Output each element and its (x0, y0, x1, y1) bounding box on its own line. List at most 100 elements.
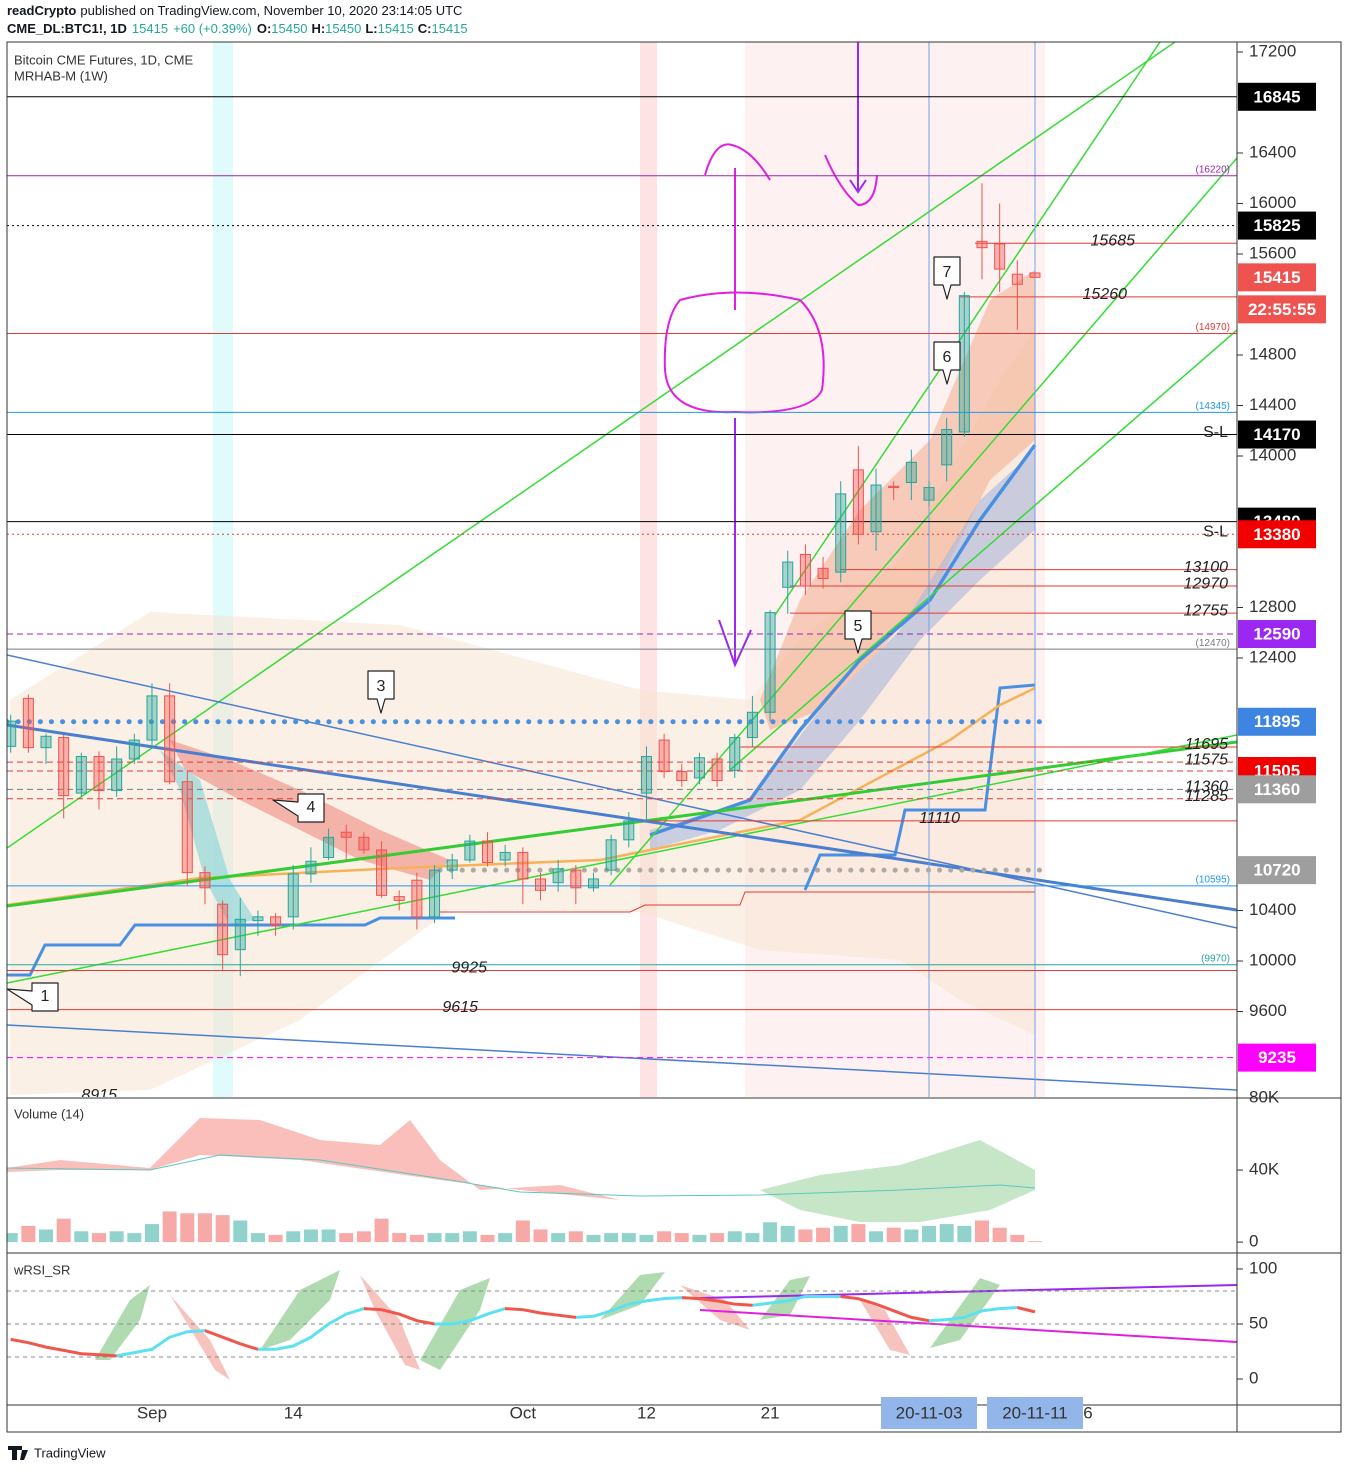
trend-line (7, 42, 1176, 849)
volume-bar (215, 1215, 230, 1243)
candle-body (270, 916, 282, 927)
volume-bar (780, 1225, 795, 1243)
volume-bar (409, 1234, 424, 1243)
candle-body (782, 561, 794, 588)
ohlc-label: C: (418, 21, 432, 36)
candle-body (146, 695, 158, 741)
ohlc-value: 15450 (325, 21, 361, 36)
x-tick-label: Sep (137, 1403, 167, 1422)
callout (272, 793, 325, 823)
level-label: (12470) (1196, 638, 1230, 649)
volume-bar (551, 1233, 566, 1243)
y-tick-label: 9600 (1249, 1001, 1287, 1020)
candle-body (376, 849, 388, 896)
volume-bar (339, 1233, 354, 1243)
candle-body (22, 697, 34, 749)
ribbon (650, 450, 1035, 850)
volume-bar (975, 1220, 989, 1243)
candle-body (623, 820, 635, 841)
candle-body (888, 485, 900, 489)
rsi-title: wRSI_SR (13, 1262, 70, 1277)
y-tick-label: 0 (1249, 1369, 1258, 1388)
volume-bar (286, 1231, 301, 1243)
crosshair-date-box (986, 1397, 1083, 1429)
volume-bar (710, 1233, 725, 1243)
candle-body (570, 869, 582, 889)
ohlc-label: H: (311, 21, 325, 36)
candle-body (870, 484, 882, 533)
volume-bar (692, 1234, 707, 1243)
candle-body (482, 840, 494, 864)
candle-body (128, 739, 140, 760)
candle-body (429, 869, 441, 918)
y-tick-label: 17200 (1249, 41, 1296, 60)
price-box-label: 11895 (1254, 712, 1300, 731)
rsi-ribbon (600, 1272, 665, 1320)
price-box-label: 14170 (1253, 425, 1300, 444)
callout-label: 7 (943, 264, 952, 281)
candle-body (799, 553, 811, 587)
price-box (1238, 211, 1316, 240)
candle-body (552, 868, 564, 884)
candle-body (58, 737, 70, 797)
trend-line (7, 654, 1237, 929)
candle-body (923, 487, 935, 501)
volume-bar (533, 1229, 548, 1243)
candle-body (746, 711, 758, 739)
volume-bars (7, 1211, 1042, 1243)
level-label: 12755 (1184, 602, 1229, 619)
ohlc-label: L: (365, 21, 377, 36)
y-tick-label: 80K (1249, 1087, 1280, 1106)
volume-bar (763, 1222, 778, 1243)
drawing (704, 143, 878, 310)
rsi-ribbon (760, 1276, 810, 1320)
candle-body (446, 859, 458, 871)
y-tick-label: 14400 (1249, 395, 1296, 414)
volume-bar (392, 1233, 407, 1243)
brand: TradingView (34, 1445, 106, 1460)
countdown-box (1238, 295, 1326, 324)
volume-bar (886, 1227, 901, 1243)
level-label: 15685 (1091, 232, 1136, 249)
candle-body (181, 781, 193, 874)
level-label: 12970 (1184, 575, 1229, 592)
x-tick-label: Oct (510, 1403, 537, 1422)
price-box (1238, 520, 1316, 549)
volume-bar (109, 1231, 124, 1243)
frame (6, 41, 1342, 1433)
volume-bar (144, 1224, 159, 1243)
volume-cloud (760, 1140, 1035, 1222)
level-label: 11360 (1185, 779, 1228, 796)
volume-bar (321, 1229, 336, 1243)
candle-body (40, 735, 52, 749)
candle-body (941, 428, 953, 466)
candle-body (464, 840, 476, 861)
y-tick-label: 40K (1249, 1160, 1280, 1179)
volume-bar (851, 1224, 866, 1243)
level-label: (16220) (1196, 164, 1230, 175)
candle-body (287, 873, 299, 918)
volume-bar (957, 1225, 972, 1243)
level-label: (14345) (1196, 401, 1230, 412)
candle-body (640, 755, 652, 794)
candle-body (852, 469, 864, 535)
trend-line (7, 740, 1237, 908)
candle-body (358, 836, 370, 851)
levels: (16220)1568515260(14970)(14345)S-LS-L131… (7, 96, 1237, 1097)
indicator-title: MRHAB-M (1W) (14, 68, 108, 83)
volume-bar (939, 1224, 954, 1243)
crosshair-date-box (881, 1397, 978, 1429)
rsi-ribbon (930, 1278, 1000, 1348)
rsi-line (7, 1290, 1237, 1358)
axes: 9600100001040012400128001400014400148001… (137, 41, 1326, 1429)
ma (649, 443, 1037, 837)
rsi-ribbon (260, 1270, 340, 1350)
y-tick-label: 14000 (1249, 445, 1296, 464)
ma-step (803, 683, 1036, 891)
candle-body (1011, 273, 1023, 285)
annotations: 1 3 4 5 6 7 (7, 256, 961, 1012)
volume-bar (56, 1218, 71, 1243)
level-label: 15260 (1083, 286, 1128, 303)
